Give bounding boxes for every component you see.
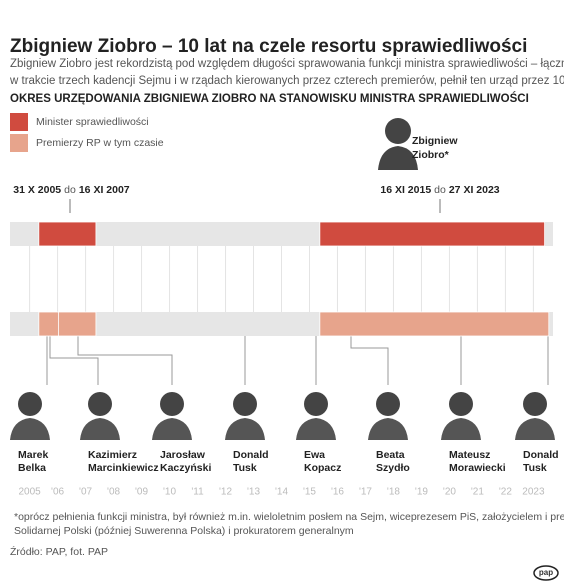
source: Źródło: PAP, fot. PAP bbox=[10, 545, 108, 558]
x-tick-label: '17 bbox=[359, 487, 372, 498]
person-name: Belka bbox=[18, 462, 46, 474]
portrait bbox=[368, 418, 408, 440]
x-tick-label: '22 bbox=[499, 487, 512, 498]
subtitle: w trakcie trzech kadencji Sejmu i w rząd… bbox=[9, 75, 564, 87]
portrait bbox=[80, 418, 120, 440]
footnote: *oprócz pełnienia funkcji ministra, był … bbox=[14, 511, 564, 523]
x-tick-label: '07 bbox=[79, 487, 92, 498]
x-tick-label: '16 bbox=[331, 487, 344, 498]
period-bar bbox=[38, 221, 97, 247]
period-bar bbox=[58, 311, 97, 337]
subject-name: Ziobro* bbox=[412, 149, 450, 161]
person-name: Jarosław bbox=[160, 449, 206, 461]
portrait bbox=[225, 418, 265, 440]
person-name: Tusk bbox=[233, 462, 257, 474]
person-name: Kopacz bbox=[304, 462, 341, 474]
portrait bbox=[160, 392, 184, 416]
person-name: Marek bbox=[18, 449, 49, 461]
x-tick-label: '06 bbox=[51, 487, 64, 498]
logo: pap bbox=[539, 568, 553, 577]
portrait bbox=[88, 392, 112, 416]
date-label: 16 XI 2007 bbox=[79, 184, 130, 196]
x-tick-label: '19 bbox=[415, 487, 428, 498]
date-label: 31 X 2005 bbox=[13, 184, 61, 196]
title: Zbigniew Ziobro – 10 lat na czele resort… bbox=[10, 36, 527, 57]
person-name: Ewa bbox=[304, 449, 325, 461]
x-tick-label: '12 bbox=[219, 487, 232, 498]
person-name: Kaczyński bbox=[160, 462, 211, 474]
portrait bbox=[523, 392, 547, 416]
date-label: 27 XI 2023 bbox=[449, 184, 500, 196]
period-bar bbox=[319, 221, 546, 247]
footnote: Solidarnej Polski (później Suwerenna Pol… bbox=[14, 525, 354, 537]
person-name: Marcinkiewicz bbox=[88, 462, 159, 474]
x-tick-label: '14 bbox=[275, 487, 288, 498]
portrait bbox=[441, 418, 481, 440]
x-tick-label: '21 bbox=[471, 487, 484, 498]
date-connector: do bbox=[434, 184, 446, 196]
person-name: Donald bbox=[523, 449, 559, 461]
x-tick-label: 2005 bbox=[18, 487, 41, 498]
pap-logo bbox=[533, 565, 559, 581]
legend-label: Minister sprawiedliwości bbox=[36, 116, 149, 128]
connectors bbox=[46, 336, 549, 385]
date-label: 16 XI 2015 bbox=[380, 184, 431, 196]
x-tick-label: '15 bbox=[303, 487, 316, 498]
person-name: Mateusz bbox=[449, 449, 490, 461]
legend-swatch bbox=[10, 134, 28, 152]
period-bar bbox=[38, 311, 59, 337]
person-name: Tusk bbox=[523, 462, 547, 474]
x-tick-label: '20 bbox=[443, 487, 456, 498]
person-name: Donald bbox=[233, 449, 269, 461]
person-name: Morawiecki bbox=[449, 462, 506, 474]
x-tick-label: '08 bbox=[107, 487, 120, 498]
x-tick-label: '11 bbox=[191, 487, 204, 498]
portrait bbox=[449, 392, 473, 416]
legend-swatch bbox=[10, 113, 28, 131]
legend-label: Premierzy RP w tym czasie bbox=[36, 137, 164, 149]
date-connector: do bbox=[64, 184, 76, 196]
person-name: Beata bbox=[376, 449, 405, 461]
person-name: Kazimierz bbox=[88, 449, 137, 461]
portrait bbox=[378, 118, 418, 170]
x-tick-label: '13 bbox=[247, 487, 260, 498]
portrait bbox=[376, 392, 400, 416]
x-tick-label: '18 bbox=[387, 487, 400, 498]
portrait bbox=[10, 418, 50, 440]
x-tick-label: '10 bbox=[163, 487, 176, 498]
portrait bbox=[152, 418, 192, 440]
period-bar bbox=[319, 311, 550, 337]
section-title: OKRES URZĘDOWANIA ZBIGNIEWA ZIOBRO NA ST… bbox=[10, 92, 529, 105]
portrait bbox=[304, 392, 328, 416]
portrait bbox=[18, 392, 42, 416]
portrait bbox=[515, 418, 555, 440]
portrait bbox=[296, 418, 336, 440]
portrait bbox=[233, 392, 257, 416]
subtitle: Zbigniew Ziobro jest rekordzistą pod wzg… bbox=[10, 58, 564, 70]
subject-name: Zbigniew bbox=[412, 135, 458, 147]
x-tick-label: '09 bbox=[135, 487, 148, 498]
person-name: Szydło bbox=[376, 462, 410, 474]
x-tick-label: 2023 bbox=[522, 487, 545, 498]
